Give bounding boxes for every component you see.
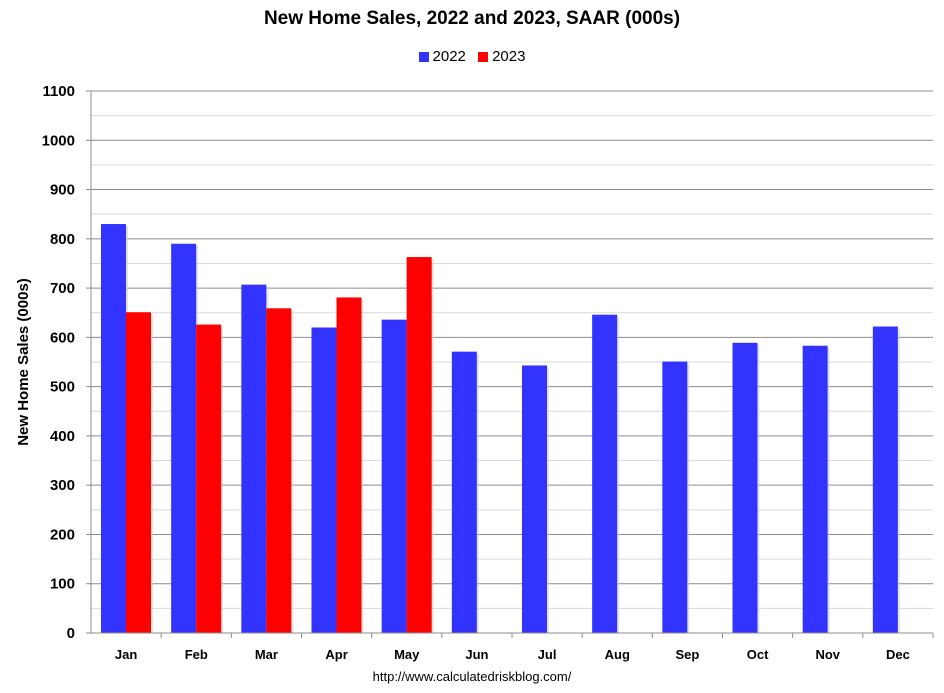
x-tick-label-oct: Oct (747, 647, 769, 662)
chart-title: New Home Sales, 2022 and 2023, SAAR (000… (263, 8, 681, 29)
bar-2022-may (381, 319, 407, 633)
x-tick-label-sep: Sep (675, 647, 699, 662)
x-tick-label-jan: Jan (115, 647, 137, 662)
y-tick-label: 0 (67, 625, 75, 642)
bar-2023-feb (196, 324, 222, 633)
x-tick-label-aug: Aug (605, 647, 630, 662)
x-tick-label-apr: Apr (325, 647, 347, 662)
y-tick-label: 900 (50, 182, 75, 199)
y-tick-label: 1100 (42, 83, 75, 100)
x-tick-label-dec: Dec (886, 647, 910, 662)
source-credit: http://www.calculatedriskblog.com/ (372, 669, 572, 684)
bar-2022-jan (101, 224, 126, 633)
legend-item-2022: 2022 (418, 48, 466, 65)
bar-2023-may (406, 257, 432, 633)
y-tick-label: 200 (50, 526, 75, 543)
y-axis-title: New Home Sales (000s) (15, 278, 32, 446)
y-tick-label: 300 (50, 477, 75, 494)
legend-item-2023: 2023 (478, 48, 525, 65)
bar-2023-mar (266, 308, 292, 633)
legend-swatch-2023 (478, 51, 489, 62)
x-tick-label-jul: Jul (538, 647, 557, 662)
y-tick-label: 700 (50, 280, 75, 297)
bar-2022-apr (311, 327, 337, 633)
y-tick-label: 500 (50, 379, 75, 396)
y-tick-label: 800 (50, 231, 75, 248)
bar-2022-aug (592, 314, 618, 633)
x-tick-label-jun: Jun (465, 647, 488, 662)
legend-swatch-2022 (418, 51, 429, 62)
x-tick-label-mar: Mar (255, 647, 278, 662)
legend: 2022 2023 (0, 48, 944, 66)
bar-2023-apr (336, 297, 362, 633)
x-tick-label-may: May (394, 647, 420, 662)
y-tick-label: 400 (50, 428, 75, 445)
x-tick-label-nov: Nov (815, 647, 840, 662)
bar-2022-feb (171, 243, 197, 633)
bar-2022-dec (872, 326, 898, 633)
y-tick-label: 600 (50, 329, 75, 346)
y-tick-label: 1000 (42, 132, 75, 149)
bar-2022-sep (662, 361, 688, 633)
x-tick-label-feb: Feb (185, 647, 208, 662)
bar-2022-mar (241, 284, 267, 633)
y-tick-label: 100 (50, 576, 75, 593)
bar-2022-nov (802, 345, 828, 633)
bar-2022-oct (732, 342, 758, 633)
bar-2022-jun (451, 351, 477, 633)
legend-label-2023: 2023 (492, 48, 526, 65)
legend-label-2022: 2022 (432, 48, 466, 65)
bar-2022-jul (522, 365, 547, 633)
bar-2023-jan (126, 312, 151, 633)
